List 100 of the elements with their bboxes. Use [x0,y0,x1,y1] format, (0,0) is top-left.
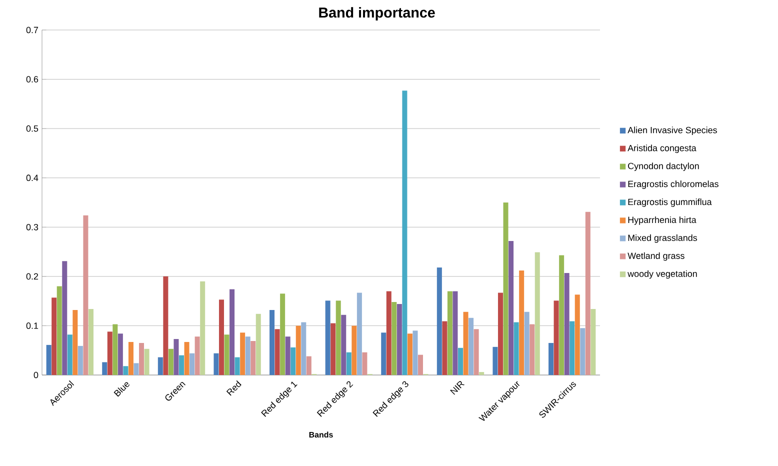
bar [524,312,530,375]
bar [179,355,184,375]
bar [218,300,224,375]
bar [330,323,336,375]
legend-label: Hyparrhenia hirta [628,216,696,225]
bar [574,294,580,375]
bar [168,348,174,375]
legend-label: Wetland grass [628,252,684,261]
legend-label: Alien Invasive Species [628,126,717,136]
bar [407,334,412,375]
bar [224,334,230,375]
bar [503,202,508,375]
bar [590,308,596,375]
legend-label: Mixed grasslands [628,234,698,243]
bar [102,362,108,375]
bar [52,298,57,375]
bar [492,346,498,375]
y-tick-label: 0.3 [26,224,38,230]
chart-title: Band importance [319,7,435,21]
bar [274,329,280,375]
y-tick-label: 0.1 [26,322,38,329]
bar [270,310,275,375]
bar [356,292,362,375]
y-tick-label: 0.4 [26,174,38,182]
bar [158,357,163,375]
bar [240,332,246,375]
legend-label: Cynodon dactylon [628,162,699,171]
bar [548,342,554,375]
bar [144,348,150,375]
bar [458,348,464,375]
bar [386,291,392,375]
bar [362,352,368,375]
bar [245,336,250,375]
bar [290,347,296,375]
bar [78,346,83,375]
bar [479,372,484,375]
bar [46,344,52,375]
bar [468,318,474,375]
bar [62,261,68,375]
bar [580,328,586,375]
bar [402,90,408,375]
bar [56,286,62,375]
legend-label: Eragrostis gummiflua [628,198,712,207]
y-tick-label: 0.2 [26,273,38,280]
legend-label: Aristida congesta [628,144,696,153]
bar [83,215,88,375]
bar [88,308,94,375]
bar [514,322,519,375]
bar [139,342,144,375]
bar [123,366,128,375]
bar [534,252,540,375]
bar [67,334,72,375]
bar [412,330,418,375]
y-tick-label: 0.7 [26,26,38,34]
bar [214,353,219,375]
y-tick-label: 0.5 [26,125,38,132]
bar [200,281,206,375]
bar [184,342,190,375]
bar [452,291,458,375]
bar [72,310,78,375]
bar [508,240,514,375]
bar [107,332,112,375]
bar [519,270,524,375]
bar [112,324,118,375]
bar [392,302,397,375]
bar [250,340,256,375]
legend-label: Eragrostis chloromelas [628,180,718,189]
bar [296,326,301,375]
legend-label: woody vegetation [628,270,697,279]
bar [418,354,424,375]
y-tick-label: 0.6 [26,76,38,82]
y-tick-label: 0 [34,372,38,378]
bar [280,294,286,375]
bar [436,268,442,375]
bar [190,353,195,375]
bar [234,357,240,375]
bar [256,314,261,375]
bar [336,300,341,375]
bar [134,363,139,375]
bar [554,300,559,375]
bar [585,212,590,375]
bar [194,336,200,375]
bar [530,324,535,375]
bar [230,289,235,375]
bar [325,300,330,375]
bar [341,314,346,375]
bar [570,321,575,375]
bar [447,291,452,375]
bar [463,312,468,375]
x-tick-label: NIR [450,381,465,395]
bar [564,272,570,375]
bar [346,352,352,375]
bar [301,322,306,375]
bar [128,342,134,375]
bar [498,292,503,375]
bar [163,276,168,375]
bar [559,255,564,375]
bar [306,356,312,375]
bar [285,336,290,375]
bar [118,334,123,375]
